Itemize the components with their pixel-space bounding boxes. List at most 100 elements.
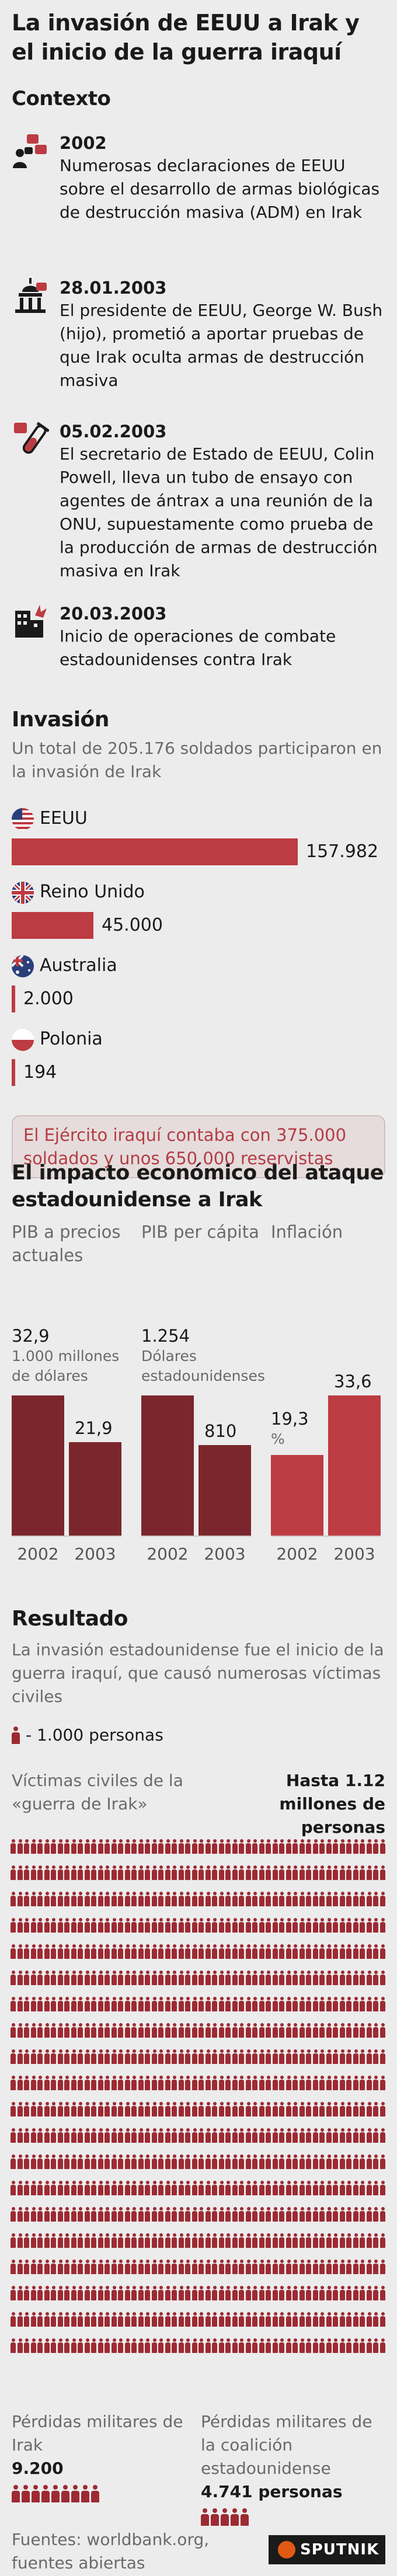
person-icon: [285, 1839, 291, 1854]
person-icon: [138, 2286, 144, 2301]
person-icon: [333, 1918, 338, 1933]
person-icon: [118, 2154, 123, 2170]
person-icon: [105, 1944, 110, 1959]
event-date: 05.02.2003: [60, 422, 167, 441]
person-icon: [124, 2049, 130, 2065]
person-icon: [44, 2154, 50, 2170]
person-icon: [212, 2207, 217, 2222]
person-icon: [172, 1971, 177, 1986]
person-icon: [319, 2076, 325, 2091]
person-icon: [279, 2076, 284, 2091]
person-icon: [373, 2023, 378, 2038]
person-icon: [37, 2023, 43, 2038]
person-icon: [131, 2181, 137, 2196]
usa-flag-icon: [12, 808, 34, 830]
person-icon: [97, 2338, 103, 2354]
person-icon: [225, 2233, 231, 2248]
person-icon: [138, 1997, 144, 2012]
person-icon: [239, 2207, 244, 2222]
person-icon: [131, 2260, 137, 2275]
person-icon: [259, 1918, 264, 1933]
person-icon: [185, 1892, 190, 1907]
person-icon: [124, 2260, 130, 2275]
person-icon: [285, 2049, 291, 2065]
economy-unit-label: Dólares estadounidenses: [141, 1348, 265, 1384]
person-icon: [212, 1839, 217, 1854]
person-icon: [64, 2128, 69, 2143]
person-icon: [245, 2023, 251, 2038]
person-icon: [97, 2154, 103, 2170]
person-icon: [259, 2260, 264, 2275]
person-icon: [97, 1839, 103, 1854]
person-icon: [245, 1944, 251, 1959]
person-icon: [151, 2102, 157, 2117]
person-icon: [306, 1839, 311, 1854]
person-icon: [138, 1971, 144, 1986]
person-icon: [37, 2049, 43, 2065]
event-date: 2002: [60, 133, 107, 153]
person-icon: [299, 2102, 305, 2117]
person-icon: [124, 2076, 130, 2091]
person-icon: [292, 2260, 298, 2275]
person-icon: [165, 1865, 170, 1881]
person-icon: [57, 2154, 63, 2170]
person-icon: [145, 2128, 150, 2143]
person-icon: [191, 1839, 197, 1854]
person-icon: [118, 2207, 123, 2222]
person-icon: [131, 1944, 137, 1959]
person-icon: [205, 1839, 211, 1854]
person-icon: [158, 2233, 163, 2248]
speech-announcement-icon: [13, 134, 47, 168]
person-icon: [178, 2207, 184, 2222]
person-icon: [272, 2260, 278, 2275]
economy-heading: El impacto económico del ataque estadoun…: [12, 1161, 384, 1212]
person-icon: [118, 1865, 123, 1881]
person-icon: [44, 2312, 50, 2327]
person-icon: [245, 1997, 251, 2012]
person-icon: [57, 2102, 63, 2117]
person-icon: [279, 1865, 284, 1881]
person-icon: [24, 1997, 29, 2012]
person-icon: [191, 2207, 197, 2222]
person-icon: [91, 2181, 96, 2196]
person-icon: [198, 1918, 204, 1933]
person-icon: [279, 1892, 284, 1907]
person-icon: [312, 1997, 318, 2012]
iraqi-army-note: El Ejército iraquí contaba con 375.000 s…: [12, 1115, 385, 1178]
person-icon: [71, 1918, 76, 1933]
person-icon: [346, 2049, 351, 2065]
person-icon: [165, 2049, 170, 2065]
person-icon: [266, 2154, 271, 2170]
person-icon: [158, 1971, 163, 1986]
person-icon: [373, 2128, 378, 2143]
person-icon: [24, 1944, 29, 1959]
person-icon: [78, 2076, 83, 2091]
person-icon: [30, 2023, 36, 2038]
person-icon: [339, 2207, 345, 2222]
person-icon: [266, 1839, 271, 1854]
person-icon: [319, 1971, 325, 1986]
person-icon: [266, 2102, 271, 2117]
person-icon: [64, 2076, 69, 2091]
person-icon: [71, 2049, 76, 2065]
person-icon: [97, 1997, 103, 2012]
economy-bar-value: 32,9: [12, 1326, 50, 1346]
country-label: Polonia: [40, 1029, 103, 1049]
person-icon: [124, 2312, 130, 2327]
person-icon: [97, 1865, 103, 1881]
economy-bar: [69, 1442, 121, 1536]
person-icon: [346, 2154, 351, 2170]
person-icon: [151, 2076, 157, 2091]
person-icon: [366, 2312, 372, 2327]
person-icon: [191, 2233, 197, 2248]
person-icon: [198, 2154, 204, 2170]
person-icon: [232, 1997, 238, 2012]
person-icon: [373, 2154, 378, 2170]
person-icon: [279, 2181, 284, 2196]
person-icon: [285, 2076, 291, 2091]
person-icon: [198, 1865, 204, 1881]
person-icon: [57, 2023, 63, 2038]
person-icon: [24, 1892, 29, 1907]
person-icon: [151, 2128, 157, 2143]
person-icon: [231, 2508, 239, 2526]
